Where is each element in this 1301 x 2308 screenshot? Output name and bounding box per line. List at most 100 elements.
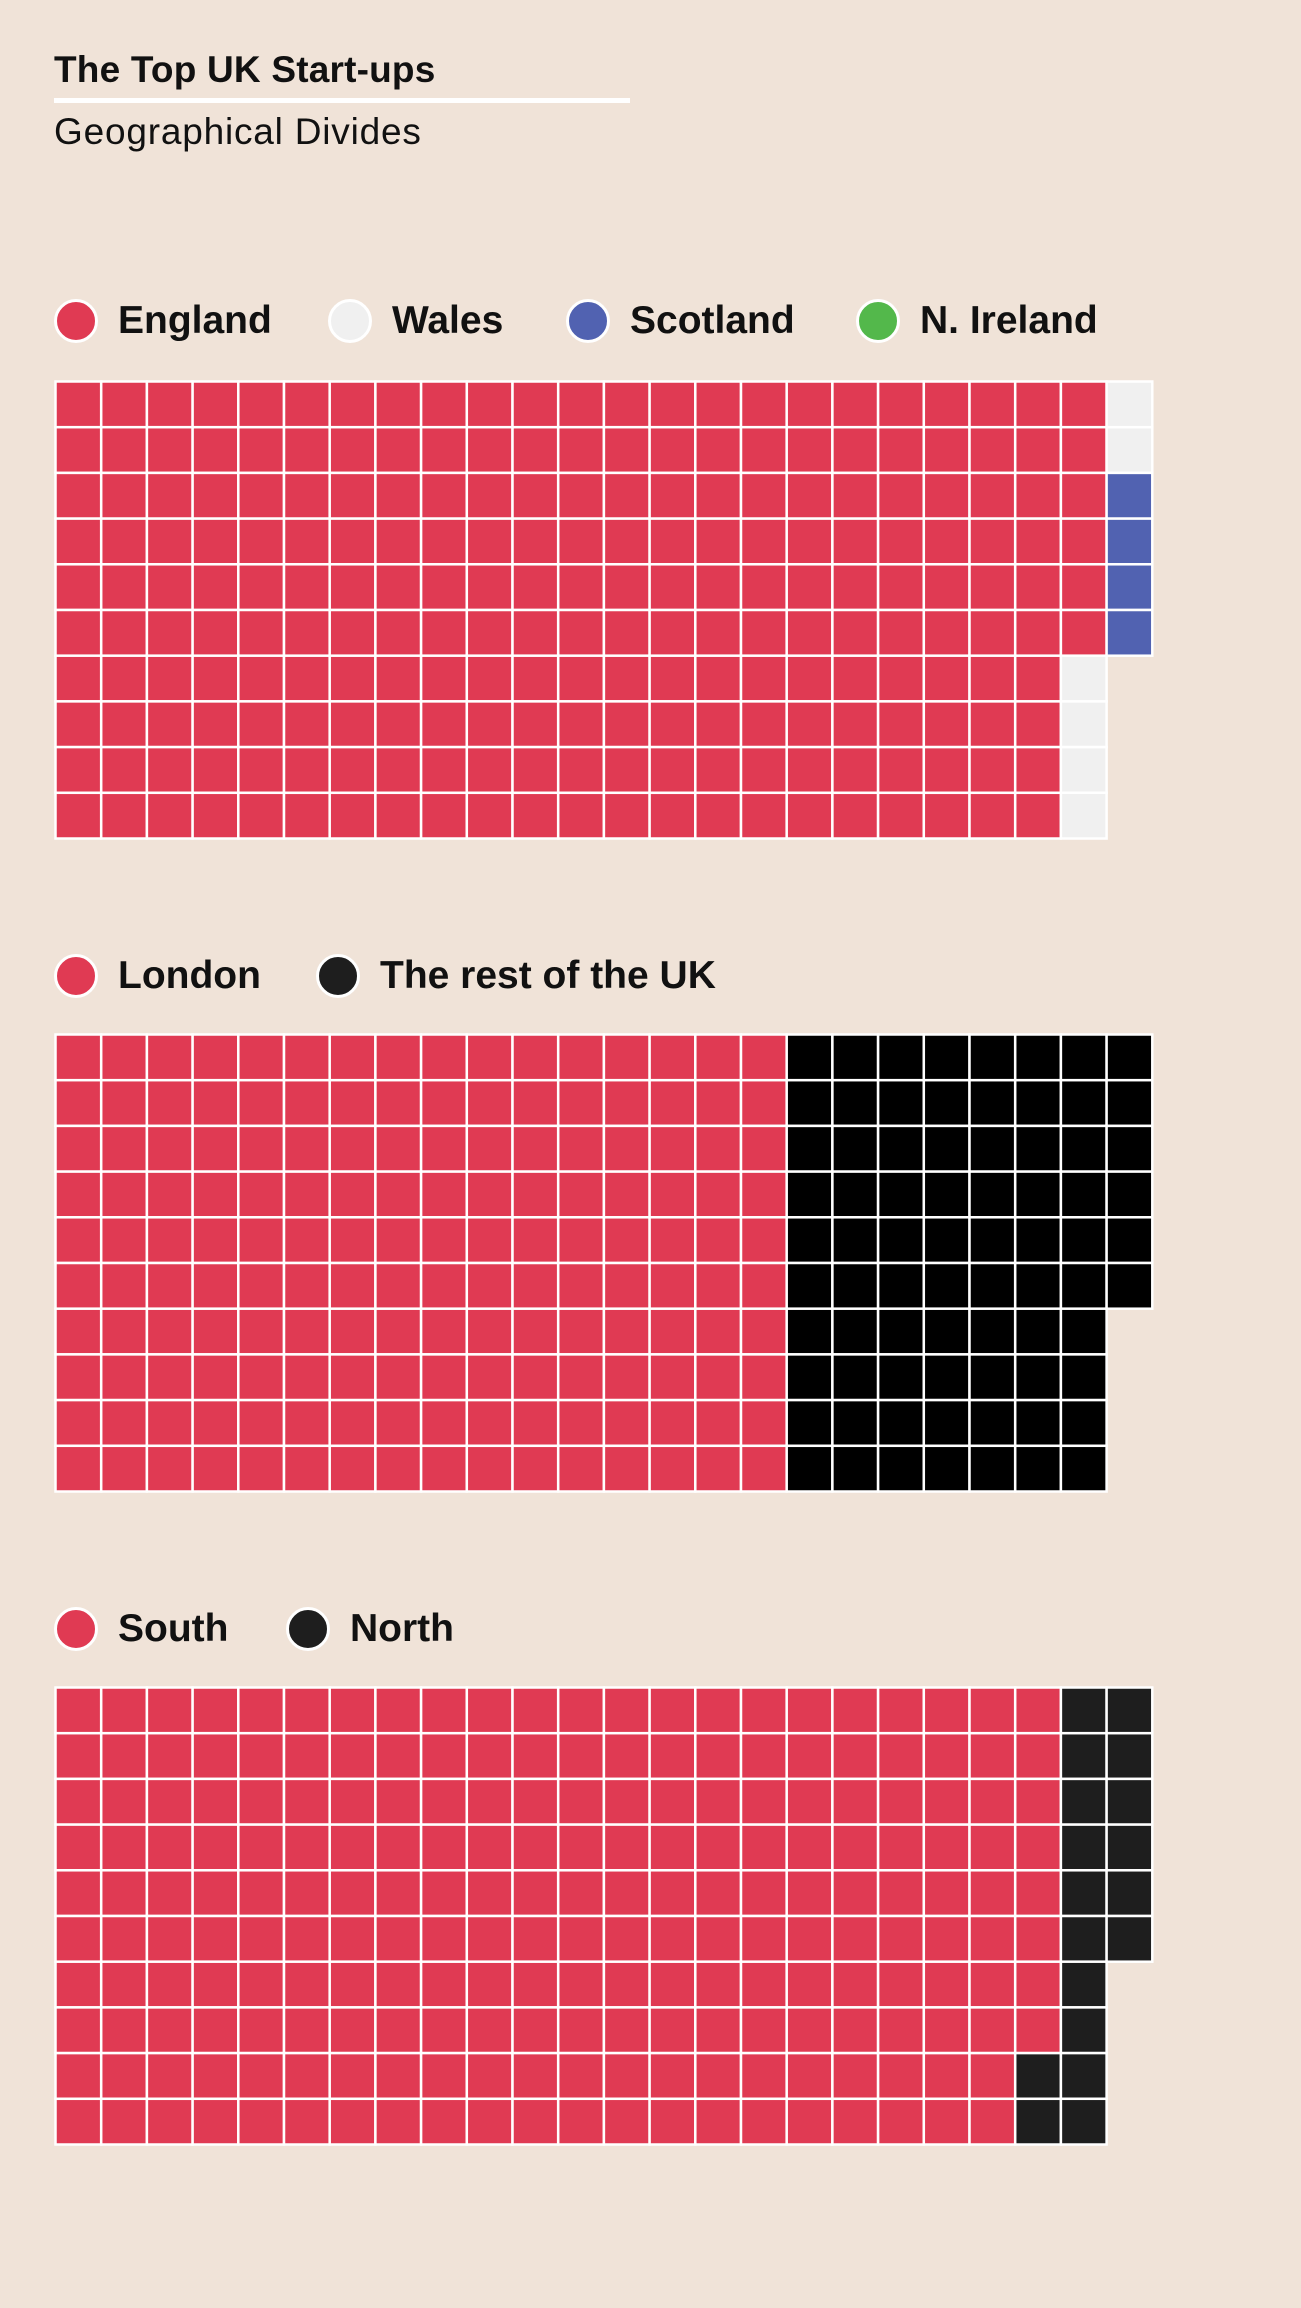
waffle-cell-south [922,2097,971,2146]
waffle-cell-london [739,1216,788,1265]
waffle-cell-the-rest-of-the-uk [1059,1216,1108,1265]
waffle-cell-the-rest-of-the-uk [922,1033,971,1082]
legend-label-rest-of-uk: The rest of the UK [380,954,716,997]
waffle-cell-the-rest-of-the-uk [1105,1261,1154,1310]
waffle-cell-london [374,1216,423,1265]
waffle-cell-england [831,471,880,520]
waffle-cell-south [374,1960,423,2009]
waffle-cell-england [237,563,286,612]
waffle-cell-england [374,745,423,795]
waffle-cell-england [465,380,514,429]
waffle-cell-london [191,1261,240,1310]
waffle-cell-london [99,1078,149,1128]
waffle-cell-scotland [1105,517,1154,566]
waffle-cell-london [237,1033,286,1082]
waffle-cell-england [831,517,880,566]
waffle-cell-south [831,1869,880,1918]
waffle-cell-north [1059,1914,1108,1963]
waffle-cell-england [602,425,651,475]
waffle-cell-south [328,1777,377,1826]
waffle-cell-south [328,1823,377,1872]
waffle-cell-england [968,380,1017,429]
waffle-cell-england [556,471,606,520]
waffle-cell-the-rest-of-the-uk [968,1216,1017,1265]
waffle-cell-england [145,654,194,703]
waffle-cell-england [602,700,651,749]
waffle-cell-england [419,700,469,749]
waffle-cell-england [648,425,697,475]
title-divider [54,98,630,103]
waffle-cell-england [876,471,926,520]
waffle-cell-london [328,1398,377,1448]
waffle-cell-england [282,425,331,475]
waffle-cell-south [831,1777,880,1826]
waffle-cell-south [1013,1960,1063,2009]
waffle-cell-south [602,1960,651,2009]
waffle-cell-london [694,1216,743,1265]
waffle-cell-south [282,1686,331,1735]
waffle-cell-south [922,1777,971,1826]
waffle-cell-england [191,563,240,612]
waffle-cell-south [237,1914,286,1963]
waffle-cell-london [54,1353,103,1402]
waffle-cell-london [556,1261,606,1310]
waffle-cell-england [465,425,514,475]
waffle-cell-london [556,1078,606,1128]
waffle-cell-england [99,700,149,749]
waffle-cell-south [785,1686,834,1735]
waffle-cell-london [556,1353,606,1402]
waffle-cell-london [511,1216,560,1265]
waffle-cell-london [328,1033,377,1082]
waffle-cell-england [922,425,971,475]
waffle-cell-england [99,745,149,795]
waffle-cell-south [465,1914,514,1963]
waffle-cell-the-rest-of-the-uk [876,1444,926,1493]
waffle-cell-england [465,791,514,840]
waffle-cell-south [511,1777,560,1826]
waffle-cell-england [145,791,194,840]
waffle-cell-england [328,425,377,475]
waffle-cell-england [648,563,697,612]
waffle-cell-south [419,1686,469,1735]
waffle-cell-north [1059,1731,1108,1781]
waffle-cell-the-rest-of-the-uk [831,1444,880,1493]
waffle-cell-england [374,654,423,703]
waffle-cell-the-rest-of-the-uk [968,1398,1017,1448]
waffle-cell-england [511,745,560,795]
waffle-cell-south [876,2097,926,2146]
waffle-cell-england [785,517,834,566]
waffle-cell-south [556,1686,606,1735]
waffle-cell-england [54,700,103,749]
waffle-cell-england [602,380,651,429]
waffle-cell-south [282,2051,331,2101]
waffle-cell-london [648,1124,697,1173]
waffle-cell-the-rest-of-the-uk [876,1307,926,1356]
waffle-cell-south [54,1823,103,1872]
waffle-cell-england [602,471,651,520]
waffle-cell-england [694,608,743,657]
waffle-cell-north [1105,1914,1154,1963]
waffle-cell-south [54,1960,103,2009]
waffle-cell-london [419,1398,469,1448]
waffle-cell-london [54,1261,103,1310]
waffle-cell-england [922,380,971,429]
waffle-cell-london [739,1398,788,1448]
waffle-chart-south-north: South North [54,1604,1154,2146]
waffle-cell-south [54,2097,103,2146]
waffle-cell-south [465,2006,514,2055]
waffle-cell-england [694,745,743,795]
waffle-cell-england [328,380,377,429]
waffle-cell-england [99,563,149,612]
waffle-cell-england [602,563,651,612]
waffle-cell-the-rest-of-the-uk [831,1170,880,1219]
waffle-cell-south [968,2097,1017,2146]
waffle-cell-england [99,425,149,475]
waffle-cell-south [54,1869,103,1918]
waffle-cell-england [556,608,606,657]
waffle-cell-south [602,2006,651,2055]
waffle-cell-south [694,2006,743,2055]
waffle-cell-england [99,471,149,520]
waffle-cell-england [1059,425,1108,475]
waffle-cell-the-rest-of-the-uk [1059,1033,1108,1082]
waffle-cell-london [511,1078,560,1128]
